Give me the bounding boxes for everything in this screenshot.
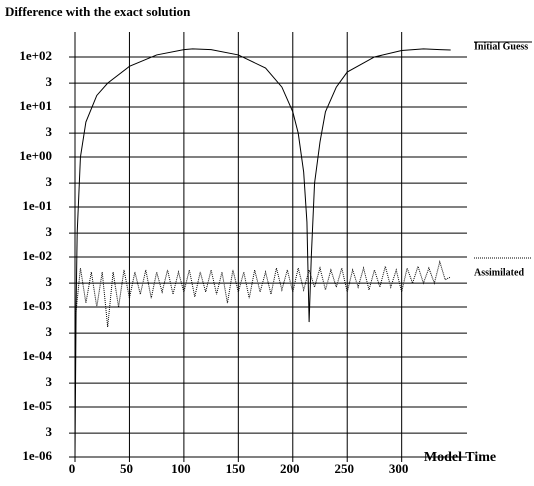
y-tick-label: 3 [46,274,53,289]
y-tick-label: 3 [46,424,53,439]
y-tick-label: 3 [46,224,53,239]
series-line [74,259,451,327]
chart-title: Difference with the exact solution [5,4,191,19]
y-tick-label: 1e+02 [19,48,52,63]
y-tick-label: 3 [46,174,53,189]
legend-label: Initial Guess [474,41,528,52]
y-tick-label: 1e-01 [22,198,52,213]
legend-label: Assimilated [474,267,524,278]
x-tick-label: 250 [334,461,354,476]
y-tick-label: 1e-03 [22,298,52,313]
y-tick-label: 3 [46,374,53,389]
x-tick-label: 200 [280,461,300,476]
series-line [74,48,451,458]
y-tick-label: 3 [46,74,53,89]
x-tick-label: 0 [69,461,76,476]
y-tick-label: 3 [46,124,53,139]
y-tick-label: 1e-05 [22,398,52,413]
x-axis-label: Model Time [424,450,496,465]
x-tick-label: 50 [120,461,133,476]
y-tick-label: 1e+01 [19,98,52,113]
y-tick-label: 1e-06 [22,448,52,463]
x-tick-label: 150 [226,461,246,476]
y-tick-label: 1e-02 [22,248,52,263]
y-tick-label: 3 [46,324,53,339]
x-tick-label: 100 [171,461,191,476]
y-tick-label: 1e+00 [19,148,52,163]
x-tick-label: 300 [389,461,409,476]
y-tick-label: 1e-04 [22,348,52,363]
